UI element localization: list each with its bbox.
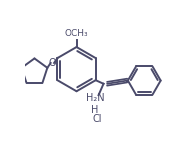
- Text: H: H: [91, 105, 98, 115]
- Text: Cl: Cl: [93, 114, 102, 124]
- Text: O: O: [49, 58, 56, 68]
- Text: OCH₃: OCH₃: [65, 29, 88, 38]
- Text: H₂N: H₂N: [86, 93, 104, 103]
